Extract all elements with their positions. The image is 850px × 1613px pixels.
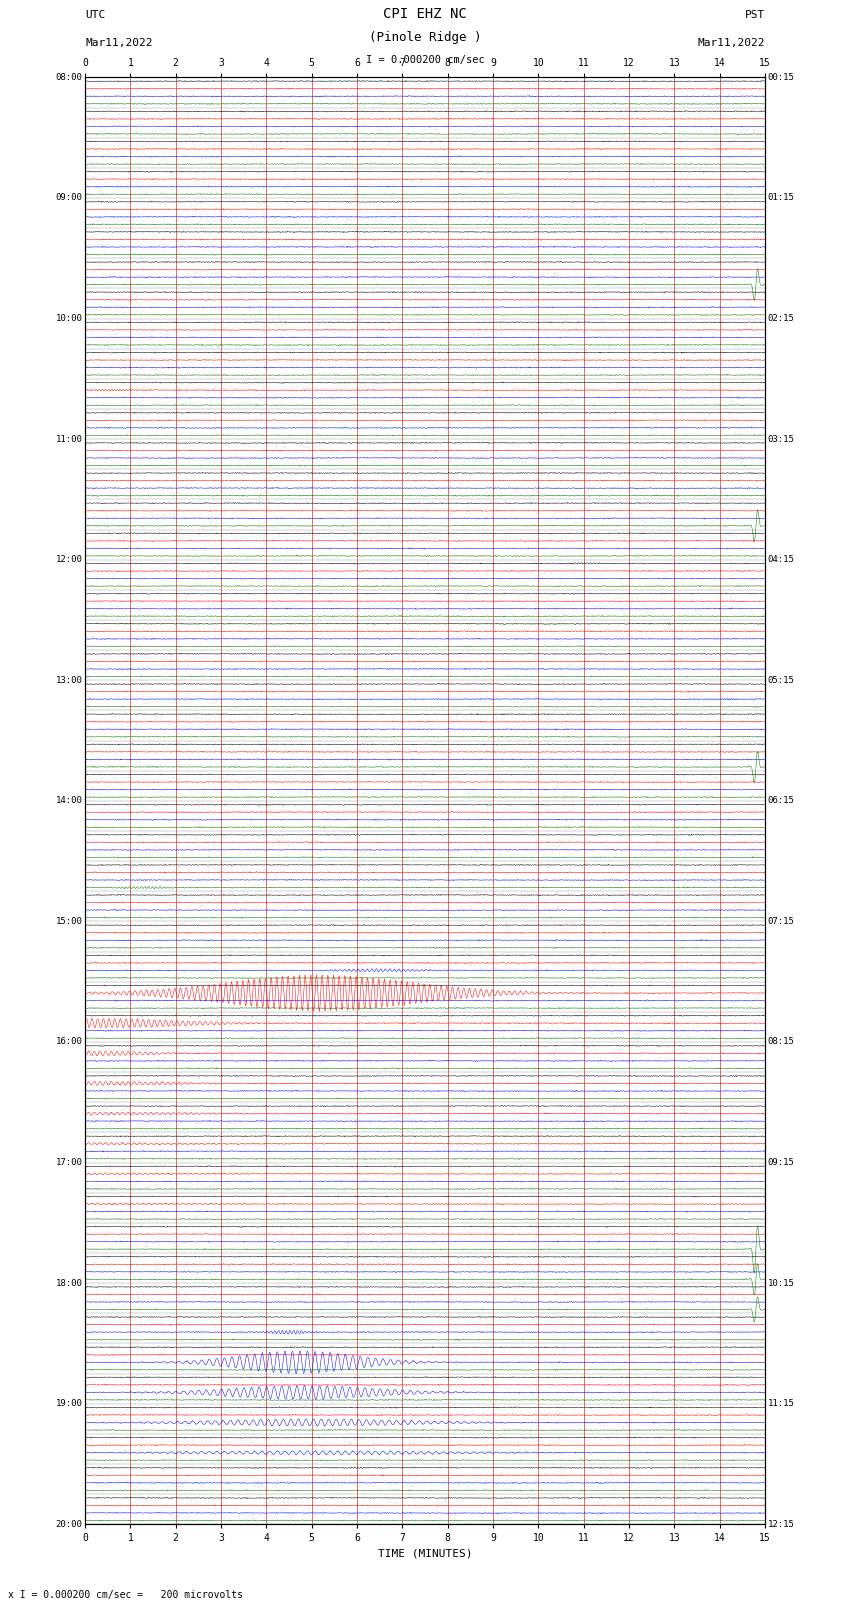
Text: 10:15: 10:15 — [768, 1279, 795, 1287]
Text: 20:00: 20:00 — [55, 1519, 82, 1529]
Text: 02:15: 02:15 — [768, 315, 795, 323]
Text: 08:00: 08:00 — [55, 73, 82, 82]
Text: 07:15: 07:15 — [768, 916, 795, 926]
Text: 12:15: 12:15 — [768, 1519, 795, 1529]
Text: 00:15: 00:15 — [768, 73, 795, 82]
Text: (Pinole Ridge ): (Pinole Ridge ) — [369, 31, 481, 44]
Text: 17:00: 17:00 — [55, 1158, 82, 1168]
Text: 09:15: 09:15 — [768, 1158, 795, 1168]
Text: 14:00: 14:00 — [55, 797, 82, 805]
Text: x I = 0.000200 cm/sec =   200 microvolts: x I = 0.000200 cm/sec = 200 microvolts — [8, 1590, 243, 1600]
Text: 09:00: 09:00 — [55, 194, 82, 203]
Text: Mar11,2022: Mar11,2022 — [698, 37, 765, 47]
Text: 08:15: 08:15 — [768, 1037, 795, 1047]
Text: 11:00: 11:00 — [55, 434, 82, 444]
Text: 16:00: 16:00 — [55, 1037, 82, 1047]
Text: 13:00: 13:00 — [55, 676, 82, 686]
Text: 10:00: 10:00 — [55, 315, 82, 323]
Text: 04:15: 04:15 — [768, 555, 795, 565]
Text: CPI EHZ NC: CPI EHZ NC — [383, 6, 467, 21]
Text: Mar11,2022: Mar11,2022 — [85, 37, 152, 47]
Text: PST: PST — [745, 11, 765, 21]
Text: 06:15: 06:15 — [768, 797, 795, 805]
Text: UTC: UTC — [85, 11, 105, 21]
Text: 11:15: 11:15 — [768, 1398, 795, 1408]
Text: 03:15: 03:15 — [768, 434, 795, 444]
Text: I = 0.000200 cm/sec: I = 0.000200 cm/sec — [366, 55, 484, 66]
Text: 18:00: 18:00 — [55, 1279, 82, 1287]
Text: 12:00: 12:00 — [55, 555, 82, 565]
Text: 05:15: 05:15 — [768, 676, 795, 686]
Text: 19:00: 19:00 — [55, 1398, 82, 1408]
X-axis label: TIME (MINUTES): TIME (MINUTES) — [377, 1548, 473, 1558]
Text: 01:15: 01:15 — [768, 194, 795, 203]
Text: 15:00: 15:00 — [55, 916, 82, 926]
